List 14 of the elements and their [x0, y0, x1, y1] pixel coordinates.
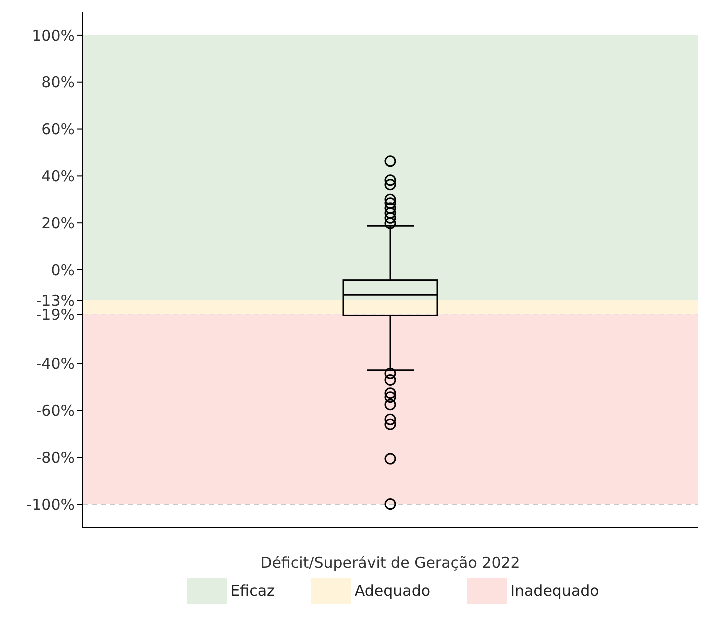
y-tick-label: 20% — [42, 214, 75, 232]
y-tick-label: 80% — [42, 74, 75, 92]
y-tick-label: -60% — [36, 402, 75, 420]
y-tick-label: 0% — [51, 261, 75, 280]
y-tick-label: 60% — [42, 120, 75, 139]
y-tick-label: 40% — [42, 168, 75, 186]
x-axis-title: Déficit/Superávit de Geração 2022 — [260, 554, 520, 572]
legend-label: Inadequado — [510, 582, 600, 600]
y-tick-label: 100% — [32, 26, 75, 45]
legend-label: Eficaz — [230, 582, 275, 600]
legend-label: Adequado — [354, 582, 431, 600]
y-tick-label: -100% — [26, 496, 75, 514]
y-tick-label: -80% — [36, 448, 75, 467]
y-tick-label: -40% — [36, 355, 75, 374]
